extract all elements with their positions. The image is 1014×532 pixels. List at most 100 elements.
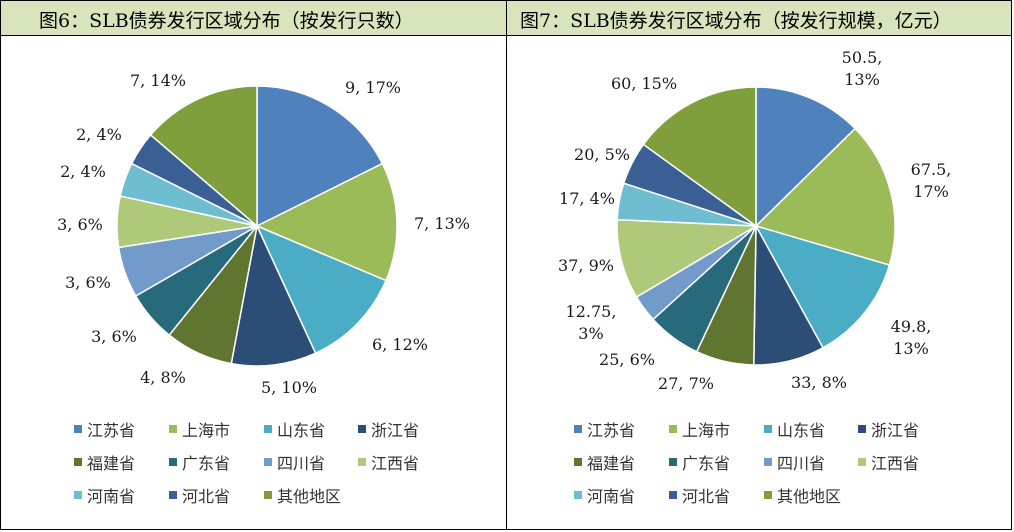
legend-item-2: 上海市 [669,421,730,440]
legend-label-8: 江西省 [871,454,919,473]
legend-item-7: 四川省 [264,454,325,473]
legend-item-10: 河北省 [169,487,230,506]
legend-swatch-9 [574,491,582,499]
legend-item-2: 上海市 [169,421,230,440]
data-label-2: 67.5, 17% [911,160,952,201]
data-label-2: 7, 13% [414,214,470,233]
legend-swatch-5 [574,458,582,466]
legend-item-11: 其他地区 [264,487,341,506]
data-label-10: 20, 5% [574,145,630,164]
legend-label-3: 山东省 [277,421,325,440]
data-label-4: 33, 8% [791,373,847,392]
data-label-8: 37, 9% [558,256,614,275]
legend-swatch-5 [74,458,82,466]
legend-label-10: 河北省 [182,487,230,506]
legend-swatch-11 [764,491,772,499]
legend-item-4: 浙江省 [358,421,419,440]
pie-slice-8 [616,218,759,299]
legend-swatch-11 [264,491,272,499]
pie-slice-11 [149,85,258,228]
legend-label-2: 上海市 [182,421,230,440]
legend-label-2: 上海市 [682,421,730,440]
legend-swatch-7 [764,458,772,466]
legend-item-5: 福建省 [74,454,135,473]
legend-swatch-3 [264,425,272,433]
data-label-9: 17, 4% [559,189,615,208]
data-label-10: 2, 4% [76,125,122,144]
panel-divider [506,1,507,529]
legend-label-7: 四川省 [777,454,825,473]
legend-swatch-4 [358,425,366,433]
pie-slice-2 [754,127,896,266]
legend-item-1: 江苏省 [574,421,635,440]
data-label-7: 3, 6% [65,273,111,292]
legend-label-7: 四川省 [277,454,325,473]
legend-item-4: 浙江省 [858,421,919,440]
data-label-1: 9, 17% [345,78,401,97]
legend-swatch-7 [264,458,272,466]
legend-swatch-4 [858,425,866,433]
legend-swatch-10 [669,491,677,499]
legend-item-6: 广东省 [669,454,730,473]
legend-item-10: 河北省 [669,487,730,506]
data-label-11: 60, 15% [611,74,677,93]
legend-label-1: 江苏省 [587,421,635,440]
data-label-1: 50.5, 13% [842,48,883,89]
legend-item-3: 山东省 [764,421,825,440]
legend-label-11: 其他地区 [777,487,841,506]
pie-slice-11 [642,86,757,228]
legend-item-7: 四川省 [764,454,825,473]
legend-label-11: 其他地区 [277,487,341,506]
legend-label-5: 福建省 [87,454,135,473]
chart-title-scale: 图7：SLB债券发行区域分布（按发行规模，亿元） [520,10,952,32]
pie-slice-1 [256,85,384,228]
legend-item-8: 江西省 [358,454,419,473]
pie-slice-4 [230,223,317,367]
pie-slice-2 [255,162,398,282]
legend-label-3: 山东省 [777,421,825,440]
legend-swatch-2 [169,425,177,433]
legend-swatch-8 [358,458,366,466]
legend-item-5: 福建省 [574,454,635,473]
legend-swatch-1 [74,425,82,433]
data-label-7: 12.75, 3% [566,302,617,343]
legend-swatch-9 [74,491,82,499]
legend-swatch-10 [169,491,177,499]
legend-item-9: 河南省 [574,487,635,506]
legend-label-9: 河南省 [87,487,135,506]
legend-label-9: 河南省 [587,487,635,506]
pie-slice-3 [255,224,387,355]
data-label-9: 2, 4% [60,162,106,181]
legend-item-9: 河南省 [74,487,135,506]
data-label-5: 4, 8% [140,368,186,387]
pie-slice-3 [754,224,891,349]
legend-item-6: 广东省 [169,454,230,473]
data-label-6: 25, 6% [599,350,655,369]
data-label-8: 3, 6% [57,215,103,234]
data-label-3: 49.8, 13% [891,317,932,358]
pie-slice-1 [755,86,857,228]
legend-swatch-6 [169,458,177,466]
legend-label-4: 浙江省 [371,421,419,440]
data-label-6: 3, 6% [91,327,137,346]
legend-label-6: 广东省 [182,454,230,473]
legend-item-11: 其他地区 [764,487,841,506]
legend-label-6: 广东省 [682,454,730,473]
chart-title-count: 图6：SLB债券发行区域分布（按发行只数） [39,10,414,32]
pie-chart-scale: 50.5, 13% 67.5, 17% 49.8, 13% 33, 8% 27, 7%25, … [558,48,952,506]
legend-swatch-3 [764,425,772,433]
data-label-4: 5, 10% [261,378,317,397]
legend-swatch-1 [574,425,582,433]
legend-item-8: 江西省 [858,454,919,473]
legend-item-3: 山东省 [264,421,325,440]
pie-chart-count: 9, 17% 7, 13% 6, 12% 5, 10% 4, 8% 3, 6% 3, 6% 3… [57,71,470,506]
data-label-5: 27, 7% [658,374,714,393]
legend-label-4: 浙江省 [871,421,919,440]
legend-label-5: 福建省 [587,454,635,473]
data-label-3: 6, 12% [372,335,428,354]
legend-swatch-6 [669,458,677,466]
legend-swatch-2 [669,425,677,433]
legend-label-10: 河北省 [682,487,730,506]
legend-label-8: 江西省 [371,454,419,473]
